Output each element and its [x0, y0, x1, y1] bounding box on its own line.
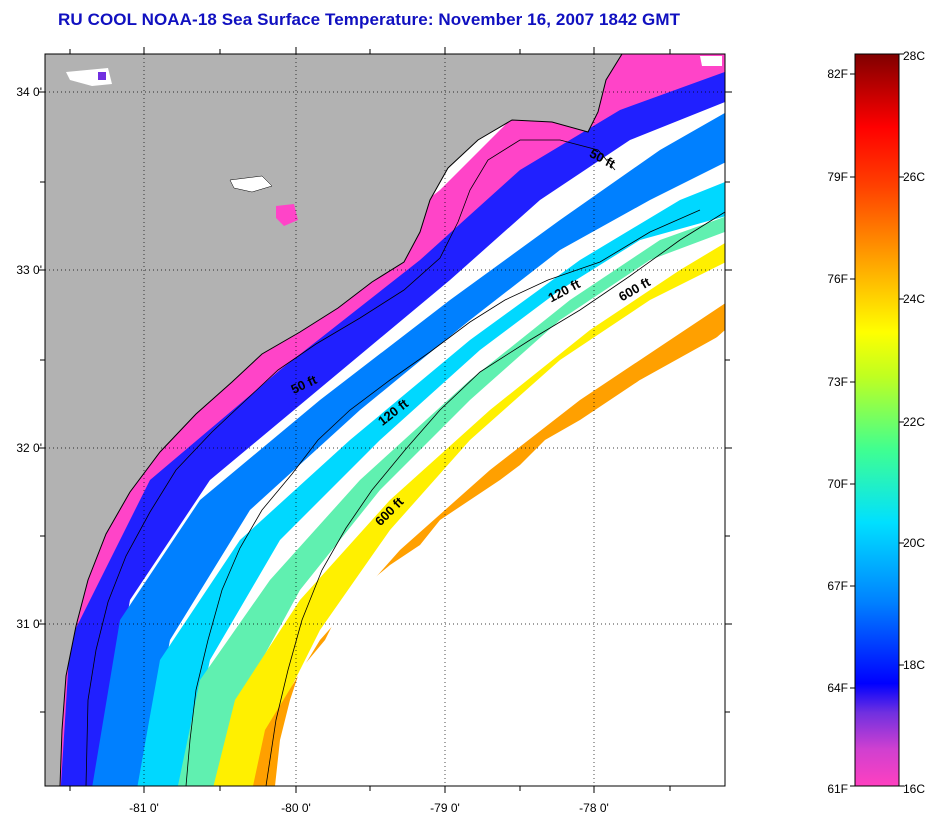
contour-120ft	[185, 209, 701, 786]
coastline	[59, 54, 623, 786]
lat-label: 34 0'	[16, 85, 42, 99]
no-data-region	[275, 330, 725, 786]
colorbar-f-label: 82F	[827, 67, 848, 81]
colorbar-c-label: 26C	[903, 170, 925, 184]
lat-label: 32 0'	[16, 441, 42, 455]
colorbar: 82F 79F 76F 73F 70F 67F 64F 61F 28C 26C …	[827, 49, 925, 796]
chart-title: RU COOL NOAA-18 Sea Surface Temperature:…	[58, 10, 681, 29]
map-area	[45, 54, 725, 786]
lon-label: -79 0'	[430, 801, 460, 815]
lon-label: -80 0'	[281, 801, 311, 815]
lat-label: 33 0'	[16, 263, 42, 277]
colorbar-c-label: 18C	[903, 658, 925, 672]
colorbar-f-label: 67F	[827, 579, 848, 593]
lon-label: -78 0'	[579, 801, 609, 815]
colorbar-c-label: 22C	[903, 415, 925, 429]
colorbar-f-label: 70F	[827, 477, 848, 491]
colorbar-f-label: 79F	[827, 170, 848, 184]
lat-label: 31 0'	[16, 617, 42, 631]
colorbar-c-label: 24C	[903, 292, 925, 306]
contour-50ft	[85, 139, 616, 786]
contour-600ft	[265, 211, 725, 786]
colorbar-c-label: 16C	[903, 782, 925, 796]
graticule	[45, 54, 725, 786]
colorbar-f-label: 64F	[827, 681, 848, 695]
map-frame	[44, 53, 726, 787]
colorbar-c-label: 28C	[903, 49, 925, 63]
colorbar-gradient	[854, 53, 900, 787]
colorbar-f-label: 61F	[827, 782, 848, 796]
colorbar-f-label: 73F	[827, 375, 848, 389]
lon-label: -81 0'	[129, 801, 159, 815]
colorbar-f-label: 76F	[827, 272, 848, 286]
axis-ticks	[38, 47, 732, 793]
colorbar-c-label: 20C	[903, 536, 925, 550]
